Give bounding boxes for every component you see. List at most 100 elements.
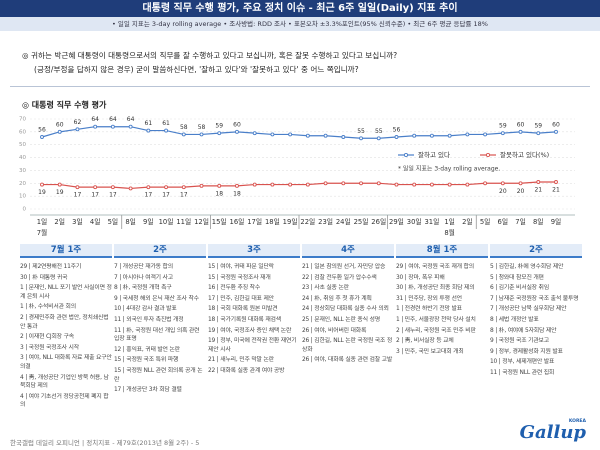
point bbox=[252, 131, 257, 136]
point bbox=[483, 132, 488, 137]
week-item: 22 | 검찰 전두환 일가 압수수색 bbox=[302, 274, 377, 281]
week-item: 29 | 여야, 국정원 국조 재개 합의 bbox=[396, 264, 475, 270]
point bbox=[235, 183, 239, 188]
value-label: 18 bbox=[215, 190, 223, 197]
point bbox=[93, 124, 98, 129]
point bbox=[429, 133, 434, 138]
value-label: 21 bbox=[552, 187, 560, 194]
value-label: 60 bbox=[56, 121, 64, 128]
point bbox=[181, 185, 186, 190]
series-line bbox=[41, 126, 557, 139]
x-tick-label: 9일 bbox=[551, 217, 562, 226]
point bbox=[110, 185, 115, 190]
x-tick-label: 8일 bbox=[533, 217, 544, 226]
legend-marker bbox=[485, 152, 491, 158]
week-item: 30 | 朴, 개성공단 최종 회담 제의 bbox=[396, 285, 475, 292]
title-bar: 대통령 직무 수행 평가, 주요 정치 이슈 - 최근 6주 일일(Daily)… bbox=[0, 0, 600, 17]
week-item: 26 | 김한길, NLL 논란 국정원 국조 정상화 bbox=[302, 338, 393, 353]
week-item: 15 | 국정원 국정조사 재개 bbox=[208, 274, 271, 281]
value-label: 58 bbox=[198, 124, 206, 131]
week-items: 7 | 개성공단 재가동 합의 7 | 아시아나 여객기 사고 8 | 朴, 국정원… bbox=[114, 263, 206, 395]
week-item: 17 | 개성공단 3차 회담 결렬 bbox=[114, 387, 182, 394]
point bbox=[412, 133, 417, 138]
point bbox=[500, 181, 505, 186]
week-item: 8 | 朴, 여야에 5자회담 제안 bbox=[490, 327, 557, 334]
value-label: 17 bbox=[91, 192, 99, 199]
week-item: 11 | 국정원 NLL 관련 집회 bbox=[490, 369, 555, 376]
week-items: 5 | 김한길, 朴에 영수회담 제안 5 | 청와대 참모진 개편 6 | 김기춘… bbox=[490, 263, 582, 378]
value-label: 17 bbox=[145, 192, 153, 199]
week-column: 7월 1주 29 | 제2연평해전 11주기 30 | 朴 대통령 귀국 1 | 문재… bbox=[20, 244, 112, 410]
value-label: 58 bbox=[180, 124, 188, 131]
legend-marker bbox=[403, 152, 409, 158]
point bbox=[252, 182, 257, 187]
y-tick-label: 40 bbox=[19, 155, 26, 161]
point bbox=[465, 182, 470, 187]
week-item: 1 | 민주, 서울광장 천막 당사 설치 bbox=[396, 316, 476, 323]
point bbox=[341, 181, 346, 186]
point bbox=[518, 181, 523, 186]
value-label: 59 bbox=[499, 123, 507, 130]
point bbox=[447, 133, 452, 138]
week-item: 4 | 靑, 개성공단 기업인 방북 허용, 남북회담 제의 bbox=[20, 374, 109, 390]
week-item: 2 | 靑, 비서실장 등 교체 bbox=[396, 338, 454, 345]
week-item: 31 | 민주당, 장외 투쟁 선언 bbox=[396, 295, 462, 302]
value-label: 21 bbox=[534, 187, 542, 194]
x-tick-label: 7일 bbox=[515, 217, 526, 226]
value-label: 17 bbox=[109, 192, 117, 199]
value-label: 61 bbox=[162, 120, 170, 127]
value-label: 20 bbox=[517, 188, 525, 195]
week-item: 11 | 외국인 투자 촉진법 개정 bbox=[114, 316, 184, 323]
point bbox=[288, 182, 293, 187]
week-item: 10 | 4대강 감사 결과 발표 bbox=[114, 306, 177, 313]
week-items: 29 | 제2연평해전 11주기 30 | 朴 대통령 귀국 1 | 문재인, NL… bbox=[20, 263, 112, 410]
note-bar: • 일일 지표는 3-day rolling average • 조사방법: R… bbox=[0, 17, 600, 31]
week-item: 5 | 청와대 참모진 개편 bbox=[490, 274, 544, 281]
point bbox=[75, 185, 80, 190]
point bbox=[57, 182, 62, 187]
x-tick-label: 6일 bbox=[498, 217, 509, 226]
week-item: 21 | 일본 참의원 선거, 자민당 압승 bbox=[302, 264, 386, 270]
week-item: 18 | 국가기록원 대화록 재검색 bbox=[208, 316, 281, 323]
week-item: 7 | 남재준 국정원장 국조 출석 불투명 bbox=[490, 295, 579, 302]
point bbox=[146, 185, 151, 190]
point bbox=[518, 129, 523, 134]
point bbox=[359, 136, 363, 141]
point bbox=[394, 182, 399, 187]
week-item: 15 | 국정원 국조 특위 파행 bbox=[114, 357, 179, 364]
week-header: 4주 bbox=[302, 244, 394, 258]
week-item: 3 | 국정원 국정조사 시작 bbox=[20, 344, 79, 351]
value-label: 64 bbox=[127, 116, 135, 123]
x-tick-label: 12일 bbox=[194, 217, 209, 226]
week-item: 15 | 여야, 귀태 파문 일단락 bbox=[208, 264, 274, 270]
x-tick-label: 24일 bbox=[336, 217, 351, 226]
x-tick-label: 22일 bbox=[300, 217, 315, 226]
week-item: 1 | 朴, 수석비서관 회의 bbox=[20, 304, 76, 311]
week-column: 4주 21 | 일본 참의원 선거, 자민당 압승 22 | 검찰 전두환 일가 압… bbox=[302, 244, 394, 365]
x-tick-label: 1일 bbox=[444, 217, 455, 226]
value-label: 59 bbox=[215, 123, 223, 130]
week-item: 26 | 여야, 대화록 실종 관련 검찰 고발 bbox=[302, 357, 393, 364]
x-tick-label: 23일 bbox=[318, 217, 333, 226]
point bbox=[483, 181, 488, 186]
point bbox=[359, 181, 363, 186]
point bbox=[146, 128, 151, 133]
value-label: 17 bbox=[74, 192, 82, 199]
point bbox=[199, 132, 204, 137]
point bbox=[536, 180, 541, 184]
week-item: 19 | 정부, 미국에 전작권 전환 재연기 제안 시사 bbox=[208, 338, 297, 353]
point bbox=[305, 182, 310, 187]
x-tick-label: 19일 bbox=[283, 217, 298, 226]
week-item: 3 | 민주, 국민 보고대회 개최 bbox=[396, 348, 464, 355]
week-item: 17 | 민주, 김한길 대표 제안 bbox=[208, 295, 274, 302]
x-tick-label: 5일 bbox=[108, 217, 119, 226]
week-header: 7월 1주 bbox=[20, 244, 112, 258]
week-item: 3 | 여야, NLL 대화록 자료 제출 요구안 의결 bbox=[20, 355, 112, 370]
point bbox=[394, 135, 399, 139]
x-tick-label: 10일 bbox=[159, 217, 174, 226]
point bbox=[341, 135, 346, 139]
week-column: 8월 1주 29 | 여야, 국정원 국조 재개 합의 30 | 장마, 폭우 피해… bbox=[396, 244, 488, 356]
week-header: 2주 bbox=[114, 244, 206, 258]
week-item: 6 | 김기춘 비서실장 취임 bbox=[490, 285, 549, 292]
value-label: 17 bbox=[180, 192, 188, 199]
